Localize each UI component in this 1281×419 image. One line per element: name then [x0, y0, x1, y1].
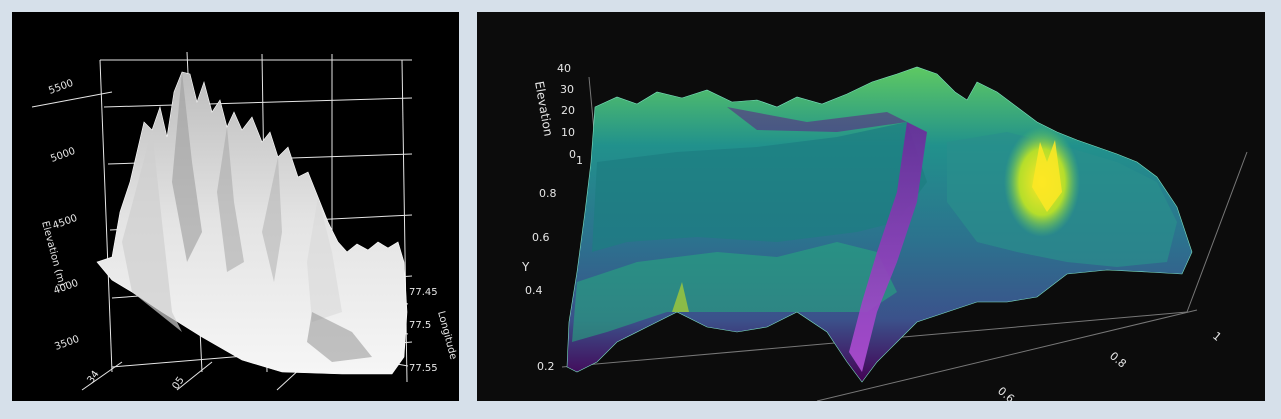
x-axis-ticks: 0.6 0.8 1	[995, 329, 1224, 401]
y-tick-label: 0.2	[537, 360, 555, 373]
y-tick-label: 0.8	[539, 187, 557, 200]
z-axis-label: Elevation (m)	[39, 220, 67, 288]
z-tick-label: 10	[561, 126, 575, 139]
elevation-surface	[96, 71, 408, 375]
x-tick-label: 1	[1210, 329, 1224, 343]
latitude-tick-label: 34	[85, 369, 101, 386]
x-tick-label: 0.8	[1107, 349, 1129, 370]
longitude-tick-label: 77.55	[409, 363, 438, 374]
viridis-surface-panel: 40 30 20 10 0 Elevation 1 0.8 0.6 0.4 0.…	[477, 12, 1265, 401]
z-tick-label: 3500	[53, 334, 81, 353]
z-tick-label: 5500	[47, 78, 75, 97]
z-axis-ticks: 5500 5000 4500 4000 3500	[47, 78, 81, 353]
z-tick-label: 30	[560, 83, 574, 96]
z-axis-ticks: 40 30 20 10 0	[557, 62, 576, 161]
latitude-tick-label: 05	[170, 375, 186, 392]
z-tick-label: 40	[557, 62, 571, 75]
y-tick-label: 0.6	[532, 231, 550, 244]
y-axis-ticks: 1 0.8 0.6 0.4 0.2	[525, 154, 583, 373]
y-tick-label: 0.4	[525, 284, 543, 297]
longitude-axis-label: Longitude	[435, 310, 459, 361]
z-axis-label: Elevation	[532, 80, 555, 137]
longitude-tick-label: 77.45	[409, 287, 438, 298]
z-tick-label: 5000	[49, 146, 77, 165]
elevation-surface-plot: 5500 5000 4500 4000 3500 Elevation (m) 3…	[31, 51, 459, 392]
z-tick-label: 0	[569, 148, 576, 161]
z-tick-label: 4500	[51, 213, 79, 232]
y-axis-label: Y	[521, 260, 530, 274]
longitude-tick-label: 77.5	[409, 320, 431, 331]
elevation-surface-panel: 5500 5000 4500 4000 3500 Elevation (m) 3…	[12, 12, 459, 401]
terrain-surface	[566, 66, 1193, 383]
x-tick-label: 0.6	[995, 384, 1017, 401]
z-tick-label: 20	[561, 104, 575, 117]
viridis-surface-plot: 40 30 20 10 0 Elevation 1 0.8 0.6 0.4 0.…	[521, 62, 1248, 401]
y-tick-label: 1	[576, 154, 583, 167]
